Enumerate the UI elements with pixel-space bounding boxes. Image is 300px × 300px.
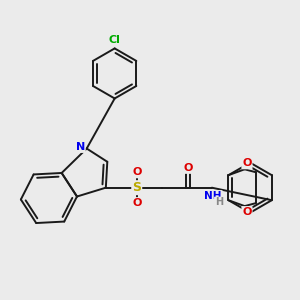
Text: O: O (242, 158, 252, 168)
Text: O: O (184, 163, 193, 173)
Text: NH: NH (204, 191, 222, 201)
Text: H: H (215, 197, 223, 207)
Text: O: O (242, 207, 252, 217)
Text: N: N (76, 142, 85, 152)
Text: S: S (132, 181, 141, 194)
Text: O: O (132, 167, 141, 177)
Text: O: O (132, 198, 141, 208)
Text: Cl: Cl (109, 34, 121, 45)
